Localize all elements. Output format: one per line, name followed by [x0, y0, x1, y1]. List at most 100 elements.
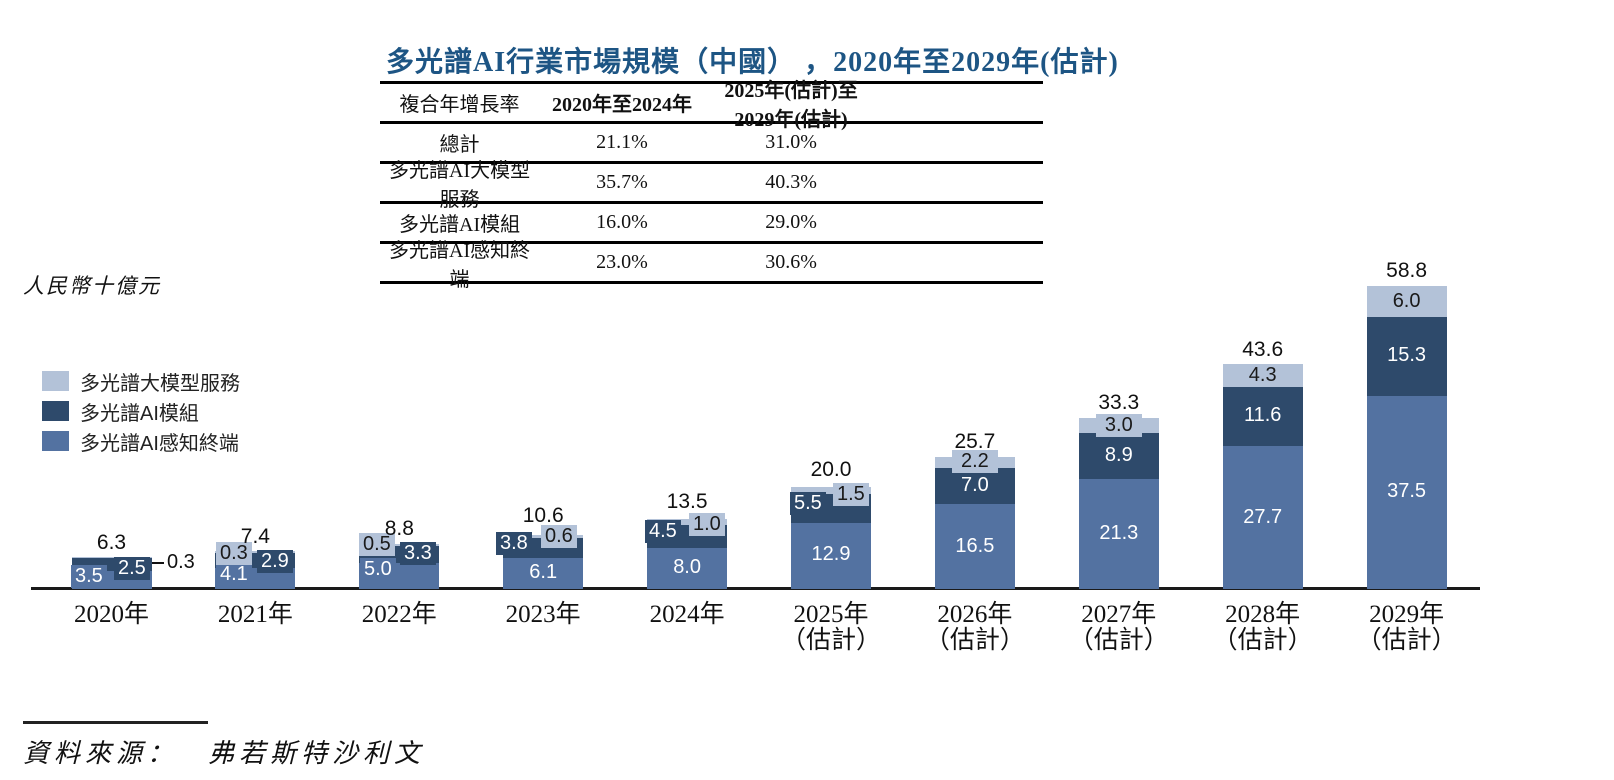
bar-value-label: 8.0 [673, 556, 701, 578]
row-label: 多光譜AI大模型服務 [389, 159, 531, 211]
bar-total-label: 10.6 [522, 504, 564, 527]
bar-segment-module [1078, 433, 1159, 480]
cagr-header-metric: 複合年增長率 [399, 94, 520, 116]
table-row-total: 總計 21.1% 31.0% [380, 124, 1043, 164]
bar-segment-module [1366, 317, 1447, 396]
bar-value-label: 6.0 [1383, 289, 1430, 313]
bar-segment-terminal [503, 557, 584, 589]
bar-value-label: 7.0 [960, 474, 989, 496]
cagr-late: 29.0% [765, 211, 817, 233]
bar-value-label: 1.5 [833, 483, 869, 506]
bar-value-label: 2.9 [257, 550, 293, 573]
cagr-early: 35.7% [596, 171, 648, 193]
row-label: 總計 [439, 134, 480, 156]
bar-value-label: 16.5 [955, 534, 995, 557]
chart-title: 多光譜AI行業市場規模（中國） ，2020年至2029年(估計) [386, 47, 1119, 78]
legend-item-model-service: 多光譜大模型服務 [42, 366, 240, 396]
x-tick-note: （估計） [780, 627, 881, 654]
bar-value-label: 3.3 [400, 542, 436, 565]
bar-value-label: 12.9 [811, 543, 851, 565]
bar-value-label: 4.5 [645, 520, 681, 543]
cagr-early: 23.0% [596, 251, 648, 273]
bar-total-label: 8.8 [384, 517, 414, 540]
x-tick-label: 2026年 [937, 601, 1013, 628]
bar-value-label: 0.6 [541, 525, 577, 548]
bar-total-label: 33.3 [1098, 391, 1140, 414]
cagr-late: 30.6% [765, 251, 817, 273]
bar-value-label: 15.3 [1387, 344, 1427, 367]
table-row-terminal: 多光譜AI感知終端 23.0% 30.6% [380, 240, 1043, 291]
bar-segment-model-service [791, 486, 871, 495]
x-tick-label: 2024年 [649, 601, 725, 628]
label-leader-line [152, 562, 164, 564]
x-tick-label: 2023年 [505, 601, 581, 628]
bar-segment-terminal [934, 504, 1015, 589]
bar-segment-terminal [791, 522, 871, 589]
bar-value-label: 3.0 [1095, 413, 1142, 437]
cagr-late: 40.3% [765, 171, 817, 193]
bar-segment-model-service [359, 543, 440, 547]
bar-value-label: 21.3 [1099, 522, 1139, 545]
bar-value-label: 1.0 [689, 513, 725, 536]
bar-value-label: 3.8 [496, 532, 532, 555]
bar-segment-terminal [647, 547, 728, 589]
bar-value-label: 5.5 [790, 492, 826, 515]
bar-value-label: 2.2 [951, 450, 998, 474]
cagr-table: 複合年增長率 2020年至2024年 2025年(估計)至2029年(估計) 總… [380, 80, 1043, 291]
bar-value-label: 0.3 [216, 542, 252, 565]
table-row-module: 多光譜AI模組 16.0% 29.0% [380, 204, 1043, 244]
x-tick-label: 2025年 [793, 601, 869, 628]
cagr-header-2020-2024: 2020年至2024年 [551, 94, 692, 116]
source-divider [23, 721, 208, 724]
bar-value-label: 8.9 [1104, 444, 1133, 467]
cagr-table-header-row: 複合年增長率 2020年至2024年 2025年(估計)至2029年(估計) [380, 80, 1043, 131]
bar-value-label: 0.3 [167, 551, 195, 573]
bar-total-label: 58.8 [1386, 259, 1428, 282]
bar-segment-model-service [647, 519, 728, 525]
x-tick-label: 2029年 [1369, 601, 1445, 628]
legend-label: 多光譜AI感知終端 [80, 432, 239, 455]
bar-total-label: 6.3 [96, 531, 127, 554]
bar-total-label: 20.0 [810, 458, 852, 481]
x-tick-label: 2027年 [1081, 601, 1157, 628]
bar-value-label: 4.1 [216, 563, 252, 586]
legend-item-terminal: 多光譜AI感知終端 [42, 426, 240, 456]
cagr-early: 16.0% [596, 211, 648, 233]
bar-total-label: 13.5 [666, 490, 708, 513]
source-prefix: 資料來源： [23, 739, 179, 768]
legend-label: 多光譜大模型服務 [80, 372, 240, 395]
source-name: 弗若斯特沙利文 [208, 739, 426, 768]
bar-value-label: 4.3 [1239, 363, 1286, 387]
bar-total-label: 7.4 [240, 525, 270, 548]
bar-value-label: 5.0 [360, 558, 396, 581]
legend-item-module: 多光譜AI模組 [42, 396, 240, 426]
x-tick-label: 2028年 [1225, 601, 1301, 628]
legend: 多光譜大模型服務 多光譜AI模組 多光譜AI感知終端 [42, 366, 240, 456]
bar-value-label: 0.5 [359, 533, 395, 556]
row-label: 多光譜AI感知終端 [389, 239, 531, 291]
x-axis-line [31, 587, 1480, 590]
source-note: 資料來源： 弗若斯特沙利文 [23, 733, 425, 770]
cagr-early: 21.1% [596, 131, 648, 153]
bar-segment-module [934, 467, 1015, 505]
bar-total-label: 43.6 [1242, 338, 1284, 361]
bar-segment-terminal [1366, 395, 1447, 589]
y-axis-unit-label: 人民幣十億元 [23, 274, 161, 298]
cagr-late: 31.0% [765, 131, 817, 153]
legend-swatch-model-service [42, 371, 69, 391]
cagr-header-2025-2029: 2025年(估計)至2029年(估計) [724, 79, 858, 131]
x-tick-note: （估計） [1212, 627, 1313, 654]
x-tick-label: 2021年 [217, 601, 293, 628]
bar-value-label: 6.1 [529, 561, 558, 583]
bar-value-label: 37.5 [1387, 480, 1427, 503]
x-tick-note: （估計） [1068, 627, 1169, 654]
legend-swatch-module [42, 401, 69, 421]
bar-total-label: 25.7 [954, 430, 996, 453]
x-tick-label: 2020年 [73, 601, 149, 628]
legend-swatch-terminal [42, 431, 69, 451]
bar-segment-terminal [1222, 446, 1303, 589]
x-tick-label: 2022年 [361, 601, 437, 628]
bar-value-label: 11.6 [1243, 404, 1282, 427]
